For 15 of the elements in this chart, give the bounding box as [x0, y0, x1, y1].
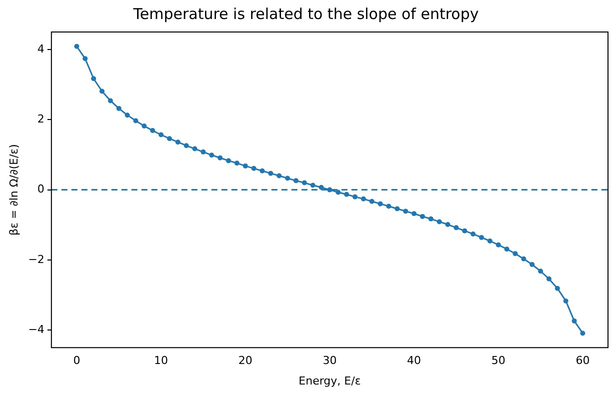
chart-title: Temperature is related to the slope of entropy — [132, 4, 479, 23]
x-tick-label: 50 — [491, 354, 506, 368]
x-axis-title: Energy, E/ε — [298, 374, 361, 388]
x-tick-label: 0 — [73, 354, 80, 368]
y-tick-label: −4 — [28, 322, 44, 336]
x-tick-label: 40 — [407, 354, 422, 368]
y-tick-label: 4 — [37, 42, 44, 56]
y-tick-label: 2 — [37, 112, 44, 126]
y-axis-title: βε = ∂ln Ω/∂(E/ε) — [7, 144, 20, 236]
y-tick-label: 0 — [37, 182, 44, 196]
x-tick-label: 30 — [322, 354, 337, 368]
x-tick-label: 60 — [576, 354, 590, 368]
x-tick-label: 20 — [238, 354, 252, 368]
y-tick-label: −2 — [28, 252, 44, 266]
x-tick-label: 10 — [154, 354, 168, 368]
